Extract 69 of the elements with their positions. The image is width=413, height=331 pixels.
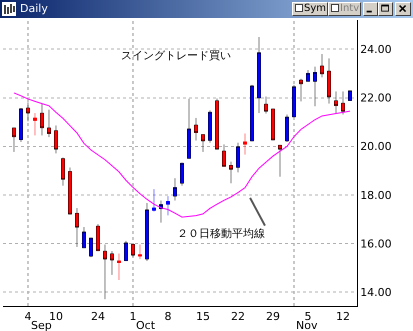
candlestick [54, 125, 58, 154]
y-tick-label: 18.00 [360, 188, 392, 202]
y-tick-label: 16.00 [360, 237, 392, 250]
x-tick-label: 12 [336, 310, 350, 324]
annotation: ２０日移動平均線 [177, 227, 265, 240]
text: Intv [328, 2, 361, 16]
candlestick [19, 108, 23, 142]
candlestick [47, 109, 51, 138]
candlestick [334, 91, 338, 114]
candlestick [173, 178, 177, 201]
annotation: スイングトレード買い [121, 49, 231, 62]
candlestick [33, 112, 37, 136]
candlestick [313, 66, 317, 107]
y-tick-label: 14.00 [360, 286, 392, 299]
x-tick-label: 1 [129, 310, 136, 324]
candlestick [348, 90, 352, 101]
chart-title: Daily [20, 2, 48, 15]
x-tick-label: 4 [24, 310, 32, 324]
candlestick [215, 98, 219, 150]
candlestick [292, 84, 296, 118]
candlestick [26, 102, 30, 122]
candlestick [271, 108, 275, 140]
candlestick [299, 78, 303, 102]
candlestick [327, 58, 331, 104]
candlestick [243, 133, 247, 155]
candlestick [194, 118, 198, 141]
y-tick-label: 24.00 [360, 43, 392, 56]
text: Sym [292, 2, 328, 16]
candlestick [40, 103, 44, 136]
candlestick [257, 36, 261, 114]
x-tick-label: 15 [196, 310, 210, 324]
x-tick-label: 8 [164, 310, 172, 324]
candlestick [110, 250, 114, 276]
candlestick [264, 96, 268, 114]
candlestick [222, 144, 226, 167]
candlestick [208, 110, 212, 143]
candlestick [285, 114, 289, 142]
candlestick [131, 243, 135, 257]
candlestick [229, 161, 233, 184]
candlestick [138, 244, 142, 260]
x-tick-label: 22 [231, 310, 245, 324]
candlestick [306, 70, 310, 82]
candlestick [12, 128, 16, 152]
candlestick [124, 240, 128, 262]
line-series [13, 92, 350, 218]
y-tick-label: 22.00 [360, 92, 392, 105]
candlestick [250, 84, 254, 142]
candlestick [68, 167, 72, 214]
candlestick [180, 162, 184, 186]
x-tick-label: 29 [266, 310, 280, 324]
candlestick [278, 144, 282, 177]
candlestick [117, 253, 121, 280]
candlestick [187, 98, 191, 159]
candlestick [96, 224, 100, 252]
candlestick [341, 91, 345, 115]
candlestick [145, 202, 149, 262]
x-tick-label: 24 [90, 310, 105, 324]
text: Oct [136, 319, 156, 331]
candlestick [82, 226, 86, 248]
y-tick-label: 20.00 [360, 140, 392, 154]
candlestick [152, 188, 156, 212]
candlestick [166, 196, 170, 216]
candlestick [201, 134, 205, 152]
candlestick [103, 244, 107, 300]
candlestick [320, 54, 324, 78]
candlestick [75, 208, 79, 248]
candlestick [89, 238, 93, 258]
candlestick [61, 157, 65, 186]
candlestick [236, 142, 240, 173]
